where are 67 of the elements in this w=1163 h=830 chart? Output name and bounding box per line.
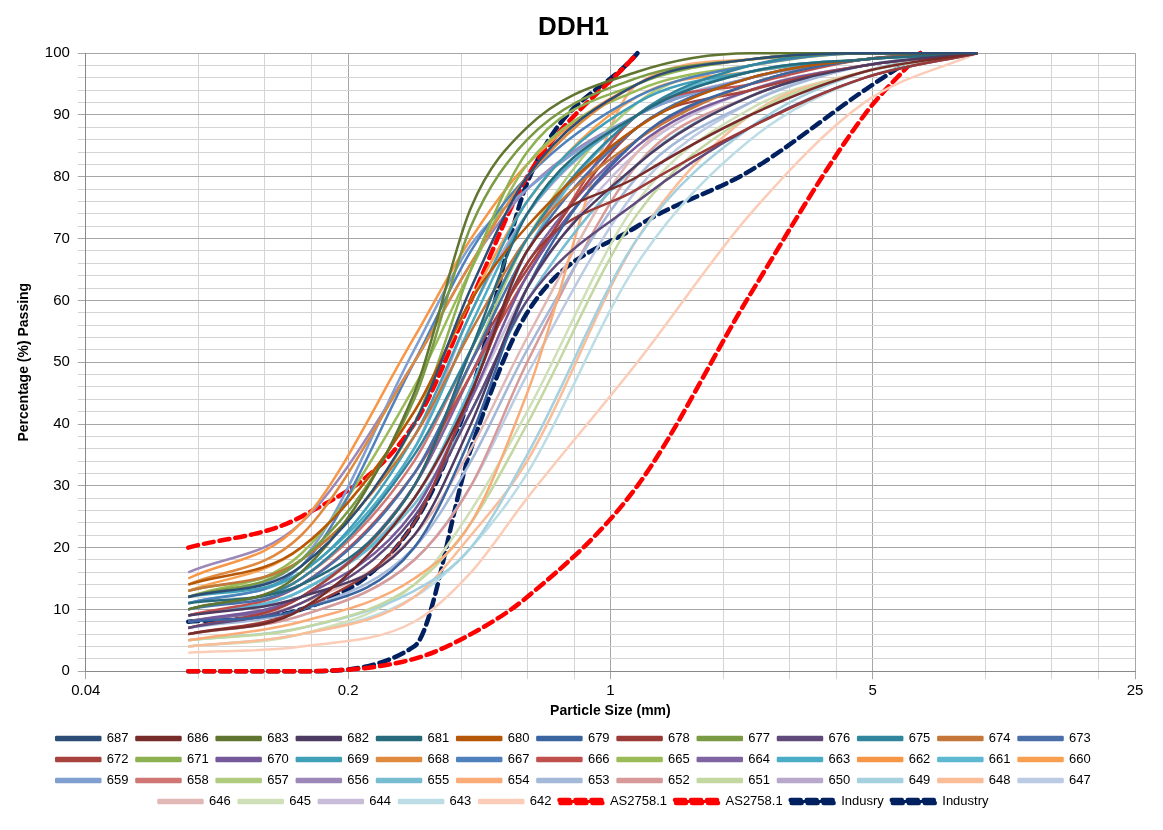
legend-label: Indusry bbox=[841, 793, 885, 809]
legend-label: 661 bbox=[988, 751, 1011, 767]
legend-label: 683 bbox=[267, 730, 289, 746]
legend-label: 644 bbox=[369, 793, 392, 809]
legend-label: 667 bbox=[507, 751, 530, 767]
y-tick-label: 30 bbox=[53, 475, 70, 493]
legend-label: 645 bbox=[289, 793, 311, 809]
y-tick-label: 0 bbox=[61, 661, 70, 679]
y-tick-label: 70 bbox=[53, 228, 70, 246]
legend-label: 678 bbox=[668, 730, 690, 746]
legend-label: 670 bbox=[267, 751, 289, 767]
legend-label: AS2758.1 bbox=[725, 793, 783, 809]
legend-label: 663 bbox=[828, 751, 851, 767]
chart-title: DDH1 bbox=[538, 10, 609, 41]
legend-label: 648 bbox=[988, 772, 1011, 788]
legend-label: 674 bbox=[988, 730, 1011, 746]
legend-label: 682 bbox=[347, 730, 370, 746]
legend-label: 662 bbox=[908, 751, 931, 767]
legend-label: 657 bbox=[267, 772, 289, 788]
legend-label: 676 bbox=[828, 730, 851, 746]
y-tick-label: 10 bbox=[53, 599, 70, 617]
legend-label: 680 bbox=[507, 730, 530, 746]
legend-label: 673 bbox=[1069, 730, 1091, 746]
y-tick-label: 90 bbox=[53, 105, 70, 123]
legend-label: 646 bbox=[208, 793, 231, 809]
x-tick-label: 1 bbox=[606, 681, 615, 699]
x-tick-label: 0.2 bbox=[337, 681, 359, 699]
y-tick-label: 80 bbox=[53, 166, 70, 184]
legend-label: 653 bbox=[587, 772, 610, 788]
y-axis-title: Percentage (%) Passing bbox=[15, 282, 32, 442]
y-tick-label: 60 bbox=[53, 290, 70, 308]
y-tick-label: 50 bbox=[53, 352, 70, 370]
x-tick-label: 0.04 bbox=[71, 681, 101, 699]
legend-label: 671 bbox=[186, 751, 209, 767]
legend-label: 652 bbox=[668, 772, 690, 788]
y-tick-label: 40 bbox=[53, 414, 70, 432]
legend-label: 681 bbox=[427, 730, 450, 746]
legend-label: Industry bbox=[942, 793, 990, 809]
legend-label: 660 bbox=[1069, 751, 1091, 767]
legend-label: 655 bbox=[427, 772, 450, 788]
legend-label: 647 bbox=[1069, 772, 1091, 788]
legend-label: AS2758.1 bbox=[609, 793, 668, 809]
x-tick-label: 25 bbox=[1126, 681, 1144, 699]
legend-label: 686 bbox=[186, 730, 209, 746]
legend-label: 668 bbox=[427, 751, 450, 767]
legend-label: 666 bbox=[587, 751, 610, 767]
legend-label: 643 bbox=[449, 793, 472, 809]
legend-label: 656 bbox=[347, 772, 370, 788]
legend-label: 651 bbox=[748, 772, 770, 788]
legend-label: 679 bbox=[587, 730, 610, 746]
legend-label: 687 bbox=[106, 730, 129, 746]
legend-label: 649 bbox=[908, 772, 931, 788]
legend-label: 664 bbox=[748, 751, 770, 767]
y-tick-label: 100 bbox=[44, 43, 70, 61]
legend-label: 669 bbox=[347, 751, 370, 767]
legend-label: 665 bbox=[668, 751, 690, 767]
x-axis-title: Particle Size (mm) bbox=[550, 702, 671, 719]
legend-label: 677 bbox=[748, 730, 770, 746]
y-tick-label: 20 bbox=[53, 537, 70, 555]
legend-label: 642 bbox=[529, 793, 552, 809]
legend-label: 654 bbox=[507, 772, 530, 788]
legend-label: 675 bbox=[908, 730, 931, 746]
legend-label: 672 bbox=[106, 751, 129, 767]
legend-label: 650 bbox=[828, 772, 851, 788]
legend-label: 659 bbox=[106, 772, 129, 788]
x-tick-label: 5 bbox=[868, 681, 877, 699]
legend-label: 658 bbox=[186, 772, 209, 788]
